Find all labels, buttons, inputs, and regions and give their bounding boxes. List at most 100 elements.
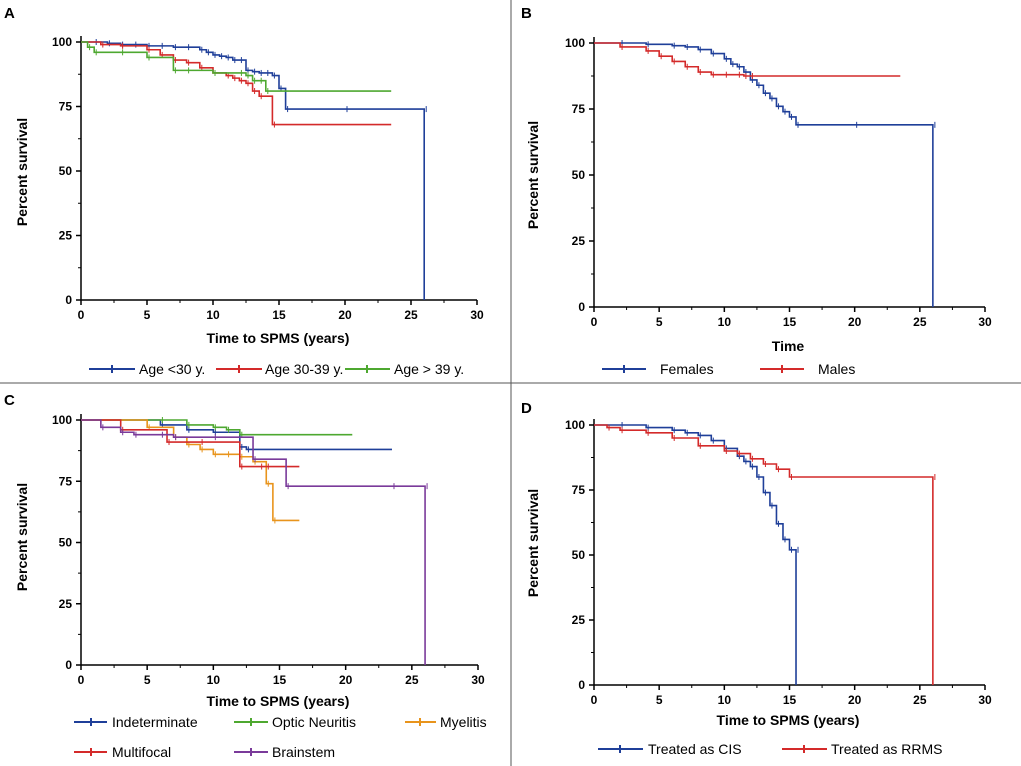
y-tick-label: 50 bbox=[572, 548, 586, 562]
y-tick-label: 75 bbox=[572, 102, 586, 116]
y-tick-label: 0 bbox=[65, 658, 72, 672]
panel-a: A Percent survival 0 5 10 15 20 25 30 0 25 50 75 10… bbox=[4, 5, 484, 377]
panel-label: A bbox=[4, 5, 15, 22]
x-tick-label: 10 bbox=[207, 673, 221, 687]
x-tick-label: 15 bbox=[783, 693, 797, 707]
legend: Females Males bbox=[602, 361, 855, 377]
x-tick-label: 20 bbox=[848, 315, 862, 329]
legend-item: Myelitis bbox=[405, 714, 487, 730]
y-axis-label: Percent survival bbox=[14, 483, 30, 591]
legend-item: Treated as RRMS bbox=[782, 741, 943, 757]
legend-label: Optic Neuritis bbox=[272, 714, 356, 730]
y-axis-label: Percent survival bbox=[525, 121, 541, 229]
x-tick-label: 25 bbox=[913, 315, 927, 329]
y-tick-label: 100 bbox=[52, 35, 72, 49]
survival-curve bbox=[81, 41, 392, 92]
x-tick-label: 0 bbox=[591, 315, 598, 329]
y-tick-label: 100 bbox=[52, 413, 72, 427]
x-axis-label: Time to SPMS (years) bbox=[207, 693, 350, 709]
legend-item: Age > 39 y. bbox=[345, 361, 464, 377]
x-axis-label: Time to SPMS (years) bbox=[207, 330, 350, 346]
y-tick-label: 25 bbox=[59, 597, 73, 611]
survival-curve bbox=[594, 424, 797, 685]
survival-curve bbox=[81, 419, 300, 522]
x-tick-label: 0 bbox=[78, 673, 85, 687]
x-tick-label: 5 bbox=[656, 693, 663, 707]
x-tick-label: 20 bbox=[848, 693, 862, 707]
legend-label: Treated as CIS bbox=[648, 741, 742, 757]
legend-item: Males bbox=[760, 361, 855, 377]
x-tick-label: 30 bbox=[471, 673, 485, 687]
y-tick-label: 100 bbox=[565, 36, 585, 50]
legend-item: Age <30 y. bbox=[89, 361, 205, 377]
panel-c: C Percent survival 0 5 10 15 20 25 30 0 25 50 75 10… bbox=[4, 392, 487, 760]
legend-label: Indeterminate bbox=[112, 714, 198, 730]
legend-label: Brainstem bbox=[272, 744, 335, 760]
legend-item: Treated as CIS bbox=[598, 741, 742, 757]
x-tick-label: 0 bbox=[78, 308, 85, 322]
legend-label: Age 30-39 y. bbox=[265, 361, 343, 377]
plot-area: 0 5 10 15 20 25 30 0 25 50 75 100 bbox=[52, 413, 485, 687]
y-tick-label: 100 bbox=[565, 418, 585, 432]
legend: Treated as CIS Treated as RRMS bbox=[598, 741, 943, 757]
x-tick-label: 0 bbox=[591, 693, 598, 707]
legend: Indeterminate Optic Neuritis Myelitis Mu… bbox=[74, 714, 487, 760]
x-tick-label: 15 bbox=[273, 673, 287, 687]
y-tick-label: 25 bbox=[59, 229, 73, 243]
x-tick-label: 30 bbox=[470, 308, 484, 322]
x-axis-label: Time bbox=[772, 338, 805, 354]
legend-item: Optic Neuritis bbox=[234, 714, 356, 730]
panel-d: D Percent survival 0 5 10 15 20 25 30 0 25 50 75 10… bbox=[521, 400, 992, 757]
survival-curve bbox=[594, 42, 934, 307]
plot-area: 0 5 10 15 20 25 30 0 25 50 75 100 bbox=[565, 36, 992, 329]
y-tick-label: 0 bbox=[65, 293, 72, 307]
x-tick-label: 30 bbox=[978, 315, 992, 329]
x-tick-label: 20 bbox=[339, 673, 353, 687]
survival-curve bbox=[81, 419, 392, 451]
x-tick-label: 25 bbox=[405, 673, 419, 687]
legend-item: Age 30-39 y. bbox=[216, 361, 343, 377]
survival-curve bbox=[81, 41, 425, 300]
survival-curve bbox=[594, 42, 901, 77]
legend-label: Multifocal bbox=[112, 744, 171, 760]
legend-label: Treated as RRMS bbox=[831, 741, 943, 757]
plot-area: 0 5 10 15 20 25 30 0 25 50 75 100 bbox=[565, 418, 992, 707]
legend-label: Myelitis bbox=[440, 714, 487, 730]
x-tick-label: 30 bbox=[978, 693, 992, 707]
y-tick-label: 50 bbox=[572, 168, 586, 182]
x-tick-label: 20 bbox=[338, 308, 352, 322]
y-tick-label: 25 bbox=[572, 234, 586, 248]
legend-label: Age <30 y. bbox=[139, 361, 205, 377]
plot-area: 0 5 10 15 20 25 30 0 25 50 75 100 bbox=[52, 35, 484, 322]
y-tick-label: 25 bbox=[572, 613, 586, 627]
panel-label: D bbox=[521, 400, 532, 417]
x-tick-label: 5 bbox=[144, 673, 151, 687]
x-tick-label: 5 bbox=[144, 308, 151, 322]
x-tick-label: 15 bbox=[783, 315, 797, 329]
y-tick-label: 0 bbox=[578, 678, 585, 692]
survival-curve bbox=[81, 419, 426, 665]
y-tick-label: 50 bbox=[59, 536, 73, 550]
legend-item: Multifocal bbox=[74, 744, 171, 760]
panel-b: B Percent survival 0 5 10 15 20 25 30 0 25 50 75 10… bbox=[521, 5, 992, 377]
legend-label: Age > 39 y. bbox=[394, 361, 464, 377]
panel-label: B bbox=[521, 5, 532, 22]
legend-label: Females bbox=[660, 361, 714, 377]
x-tick-label: 10 bbox=[718, 693, 732, 707]
x-tick-label: 10 bbox=[718, 315, 732, 329]
legend-item: Indeterminate bbox=[74, 714, 198, 730]
legend-item: Females bbox=[602, 361, 714, 377]
survival-curve bbox=[81, 419, 353, 436]
x-tick-label: 15 bbox=[272, 308, 286, 322]
x-tick-label: 25 bbox=[913, 693, 927, 707]
survival-curve bbox=[81, 41, 392, 126]
y-tick-label: 75 bbox=[59, 100, 73, 114]
legend-label: Males bbox=[818, 361, 855, 377]
y-tick-label: 50 bbox=[59, 164, 73, 178]
y-tick-label: 0 bbox=[578, 300, 585, 314]
y-axis-label: Percent survival bbox=[14, 118, 30, 226]
x-axis-label: Time to SPMS (years) bbox=[717, 712, 860, 728]
survival-curve bbox=[594, 424, 934, 685]
y-tick-label: 75 bbox=[59, 474, 73, 488]
